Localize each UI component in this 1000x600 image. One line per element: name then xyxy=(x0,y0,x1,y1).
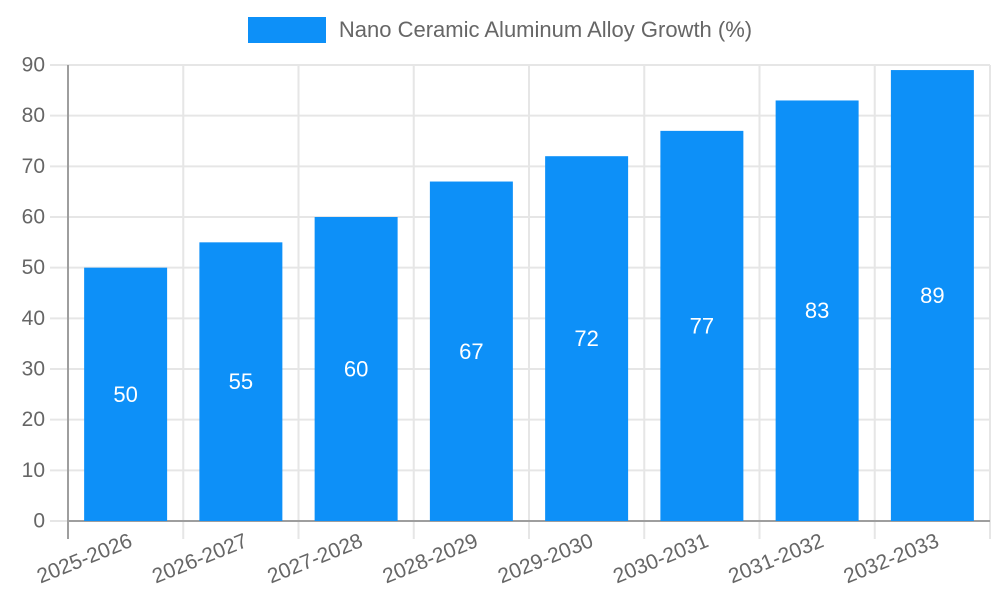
bar[interactable] xyxy=(84,267,168,521)
bar-value-label: 77 xyxy=(690,313,714,338)
bar-value-label: 55 xyxy=(229,369,253,394)
x-tick-label: 2030-2031 xyxy=(610,529,712,588)
y-tick-label: 0 xyxy=(33,510,45,533)
y-tick-label: 90 xyxy=(22,54,45,77)
bar[interactable] xyxy=(660,130,744,521)
x-tick-label: 2025-2026 xyxy=(34,529,136,588)
bar[interactable] xyxy=(775,100,859,521)
y-tick-label: 70 xyxy=(22,155,45,178)
legend-item[interactable]: Nano Ceramic Aluminum Alloy Growth (%) xyxy=(0,17,1000,43)
y-tick-label: 60 xyxy=(22,206,45,229)
y-tick-label: 30 xyxy=(22,358,45,381)
x-tick-label: 2031-2032 xyxy=(725,529,827,588)
bar[interactable] xyxy=(429,181,513,522)
bar-value-label: 50 xyxy=(113,382,137,407)
bar[interactable] xyxy=(314,217,398,521)
bar-value-label: 67 xyxy=(459,339,483,364)
x-tick-label: 2028-2029 xyxy=(380,529,482,588)
y-tick-label: 10 xyxy=(22,459,45,482)
bar[interactable] xyxy=(890,70,974,522)
x-tick-label: 2032-2033 xyxy=(841,529,943,588)
y-tick-label: 20 xyxy=(22,408,45,431)
bar-value-label: 60 xyxy=(344,357,368,382)
bar[interactable] xyxy=(199,242,283,522)
y-tick-label: 80 xyxy=(22,104,45,127)
bar-value-label: 83 xyxy=(805,298,829,323)
x-tick-label: 2026-2027 xyxy=(149,529,251,588)
y-tick-label: 50 xyxy=(22,256,45,279)
x-tick-label: 2027-2028 xyxy=(264,529,366,588)
legend-swatch xyxy=(247,17,326,43)
x-tick-label: 2029-2030 xyxy=(495,529,597,588)
y-tick-label: 40 xyxy=(22,307,45,330)
bar-value-label: 72 xyxy=(574,326,598,351)
legend-label: Nano Ceramic Aluminum Alloy Growth (%) xyxy=(338,17,753,42)
bar-value-label: 89 xyxy=(920,283,944,308)
bar[interactable] xyxy=(545,156,629,521)
